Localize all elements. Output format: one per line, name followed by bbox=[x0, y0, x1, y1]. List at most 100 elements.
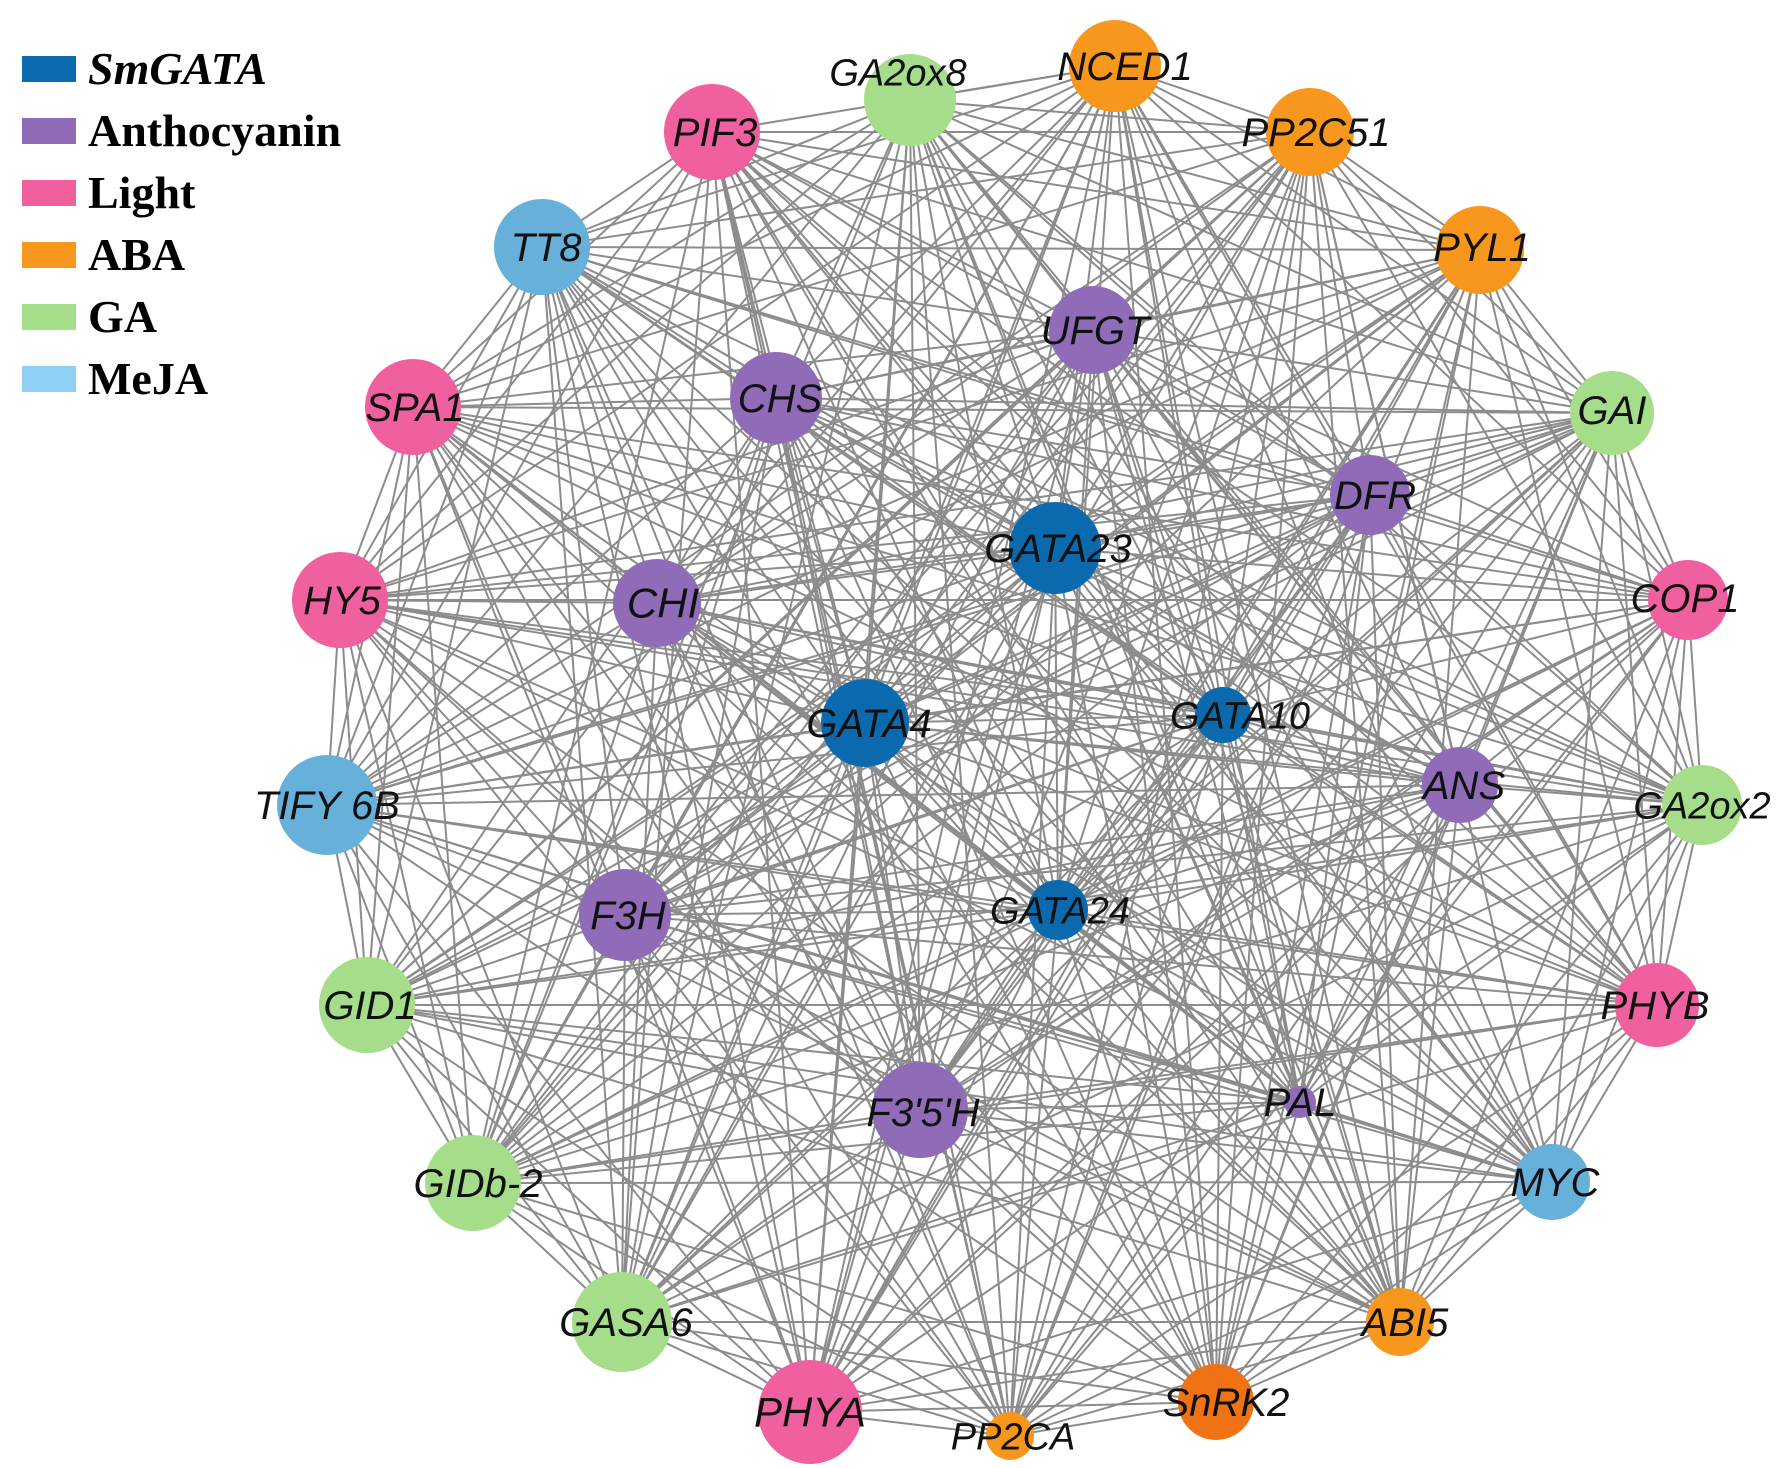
edge-phyb-gata23 bbox=[1054, 547, 1658, 1006]
edge-tify-6b-pal bbox=[326, 804, 1301, 1103]
edge-gai-phyb bbox=[1611, 412, 1658, 1006]
edge-ans-gata24 bbox=[1057, 784, 1461, 911]
edge-gata24-pal bbox=[1057, 909, 1301, 1103]
edge-pp2ca-tt8 bbox=[541, 246, 1011, 1437]
node-label-snrk2: SnRK2 bbox=[1163, 1381, 1290, 1425]
network-edges bbox=[326, 65, 1703, 1437]
node-pyl1 bbox=[1436, 206, 1524, 294]
edge-phyb-spa1 bbox=[412, 406, 1658, 1006]
edge-ga2ox8-hy5 bbox=[339, 99, 911, 601]
edge-phya-chi bbox=[656, 602, 811, 1413]
edge-nced1-phyb bbox=[1114, 65, 1658, 1006]
edge-myc-f3h bbox=[624, 914, 1553, 1183]
node-label-ufgt: UFGT bbox=[1041, 309, 1152, 353]
edge-gasa6-f3h bbox=[621, 914, 626, 1323]
edge-cop1-ans bbox=[1459, 599, 1689, 786]
edge-snrk2-gata24 bbox=[1057, 909, 1217, 1403]
edge-spa1-f3-5-h bbox=[412, 406, 921, 1111]
edge-gidb-2-f3-5-h bbox=[472, 1109, 921, 1184]
edge-f3h-pal bbox=[624, 914, 1301, 1103]
edge-gidb-2-gata23 bbox=[472, 547, 1056, 1184]
node-f3h bbox=[579, 869, 671, 961]
node-label-chi: CHI bbox=[627, 580, 700, 627]
edge-myc-pp2ca bbox=[1009, 1181, 1553, 1437]
node-label-gid1: GID1 bbox=[323, 984, 416, 1028]
edge-gata23-gata24 bbox=[1054, 547, 1059, 911]
edge-gata4-ans bbox=[864, 722, 1461, 786]
edge-snrk2-pal bbox=[1215, 1101, 1301, 1403]
node-label-f3-5-h: F3'5'H bbox=[866, 1091, 979, 1135]
edge-gidb-2-hy5 bbox=[339, 599, 474, 1184]
node-label-ans: ANS bbox=[1421, 764, 1506, 808]
edge-phyb-dfr bbox=[1369, 494, 1658, 1006]
edge-tt8-f3-5-h bbox=[541, 246, 921, 1111]
edge-pp2ca-gata24 bbox=[1009, 909, 1059, 1437]
edge-phyb-pp2ca bbox=[1009, 1004, 1658, 1437]
edge-ufgt-gata10 bbox=[1092, 329, 1224, 716]
edge-snrk2-gasa6 bbox=[621, 1321, 1217, 1403]
edge-gasa6-ufgt bbox=[621, 329, 1094, 1323]
edge-ga2ox2-tt8 bbox=[541, 246, 1703, 806]
edge-ga2ox2-pal bbox=[1299, 804, 1703, 1103]
edge-pp2ca-gid1 bbox=[366, 1004, 1011, 1437]
edge-pif3-gata23 bbox=[711, 131, 1056, 549]
edge-phya-ans bbox=[809, 784, 1461, 1413]
node-gidb-2 bbox=[425, 1135, 521, 1231]
edge-phyb-gata4 bbox=[864, 722, 1658, 1006]
edge-phyb-pif3 bbox=[711, 131, 1658, 1006]
edge-pp2c51-cop1 bbox=[1309, 131, 1689, 601]
edge-ans-pal bbox=[1299, 784, 1461, 1103]
edge-hy5-gata10 bbox=[339, 599, 1224, 716]
edge-tify-6b-chi bbox=[326, 602, 658, 806]
edge-hy5-gata24 bbox=[339, 599, 1059, 911]
edge-gid1-gata4 bbox=[366, 722, 866, 1006]
edge-pp2c51-ufgt bbox=[1092, 131, 1311, 331]
node-label-chs: CHS bbox=[738, 377, 823, 421]
edge-ufgt-f3h bbox=[624, 329, 1094, 916]
edge-phyb-f3h bbox=[624, 914, 1658, 1006]
edge-cop1-pp2ca bbox=[1009, 599, 1689, 1437]
edge-phya-gata24 bbox=[809, 909, 1059, 1413]
node-label-pp2c51: PP2C51 bbox=[1242, 111, 1391, 155]
edge-snrk2-dfr bbox=[1215, 494, 1371, 1403]
edge-snrk2-f3-5-h bbox=[919, 1109, 1217, 1403]
edge-pif3-gata10 bbox=[711, 131, 1224, 716]
edge-hy5-chi bbox=[339, 599, 658, 604]
edge-abi5-ans bbox=[1399, 784, 1461, 1323]
node-label-pal: PAL bbox=[1264, 1081, 1337, 1125]
edge-abi5-gid1 bbox=[366, 1004, 1401, 1323]
edge-pyl1-ga2ox2 bbox=[1479, 249, 1703, 806]
node-gai bbox=[1570, 371, 1654, 455]
node-label-gata24: GATA24 bbox=[990, 890, 1130, 932]
edge-gata10-pal bbox=[1222, 714, 1301, 1103]
edge-nced1-gata24 bbox=[1057, 65, 1116, 911]
edge-gai-chi bbox=[656, 412, 1613, 604]
edge-nced1-chi bbox=[656, 65, 1116, 604]
network-nodes: GA2ox8 NCED1 PP2C51 PYL1 GAI COP1 GA2ox2 PHYB MY… bbox=[254, 20, 1771, 1464]
node-label-ga2ox2: GA2ox2 bbox=[1633, 785, 1770, 827]
edge-hy5-pif3 bbox=[339, 131, 713, 601]
edge-gid1-ufgt bbox=[366, 329, 1094, 1006]
node-myc bbox=[1514, 1144, 1590, 1220]
edge-f3-5-h-pal bbox=[919, 1101, 1301, 1111]
node-label-gata23: GATA23 bbox=[984, 527, 1131, 571]
edge-chs-dfr bbox=[775, 397, 1371, 496]
edge-abi5-gata10 bbox=[1222, 714, 1401, 1323]
edge-abi5-dfr bbox=[1369, 494, 1401, 1323]
edge-pyl1-pif3 bbox=[711, 131, 1481, 251]
edge-pp2c51-snrk2 bbox=[1215, 131, 1311, 1403]
edge-abi5-phya bbox=[809, 1321, 1401, 1413]
node-gata10 bbox=[1195, 687, 1251, 743]
node-nced1 bbox=[1069, 20, 1161, 112]
edge-chs-gata23 bbox=[775, 397, 1056, 549]
edge-chi-ans bbox=[656, 602, 1461, 786]
edge-tt8-dfr bbox=[541, 246, 1371, 496]
edge-phya-dfr bbox=[809, 494, 1371, 1413]
edge-tify-6b-dfr bbox=[326, 494, 1371, 806]
node-spa1 bbox=[365, 359, 461, 455]
edge-pp2ca-gidb-2 bbox=[472, 1182, 1011, 1437]
edge-chi-f3-5-h bbox=[656, 602, 921, 1111]
node-label-phya: PHYA bbox=[754, 1389, 866, 1436]
node-chs bbox=[730, 352, 822, 444]
